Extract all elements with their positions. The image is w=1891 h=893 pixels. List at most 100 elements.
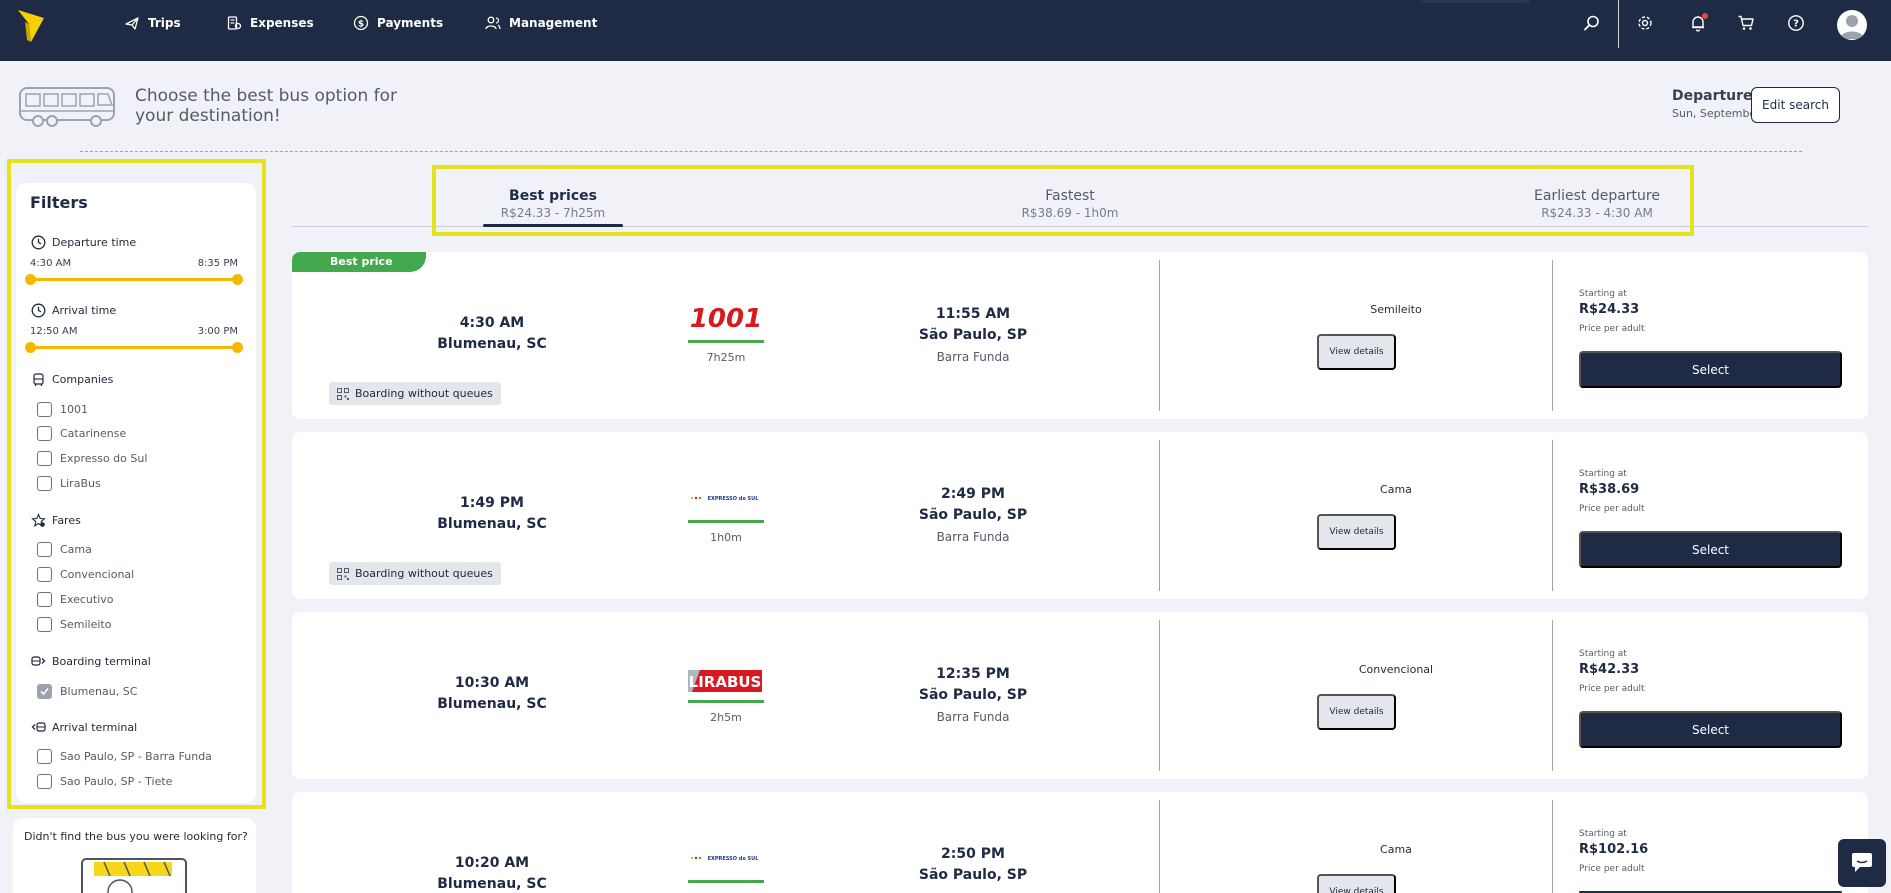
bus-front-illustration-icon — [81, 858, 187, 893]
company-checkbox[interactable] — [37, 401, 52, 417]
nav-trips[interactable]: Trips — [124, 14, 181, 32]
sort-tabs-baseline — [292, 226, 1868, 227]
bus-arrival-icon — [31, 721, 46, 732]
arrival-time-min: 12:50 AM — [30, 326, 78, 337]
departure-date: Sun, September 1 — [1672, 107, 1772, 120]
nav-management-label: Management — [509, 16, 598, 30]
company-checkbox[interactable] — [37, 475, 52, 491]
fare-option-semileito[interactable]: Semileito — [37, 616, 111, 632]
company-logo-text: LIRABUS — [689, 673, 762, 691]
fare-option-cama[interactable]: Cama — [37, 541, 92, 557]
tab-best-prices[interactable]: Best prices R$24.33 - 7h25m — [483, 188, 623, 220]
company-checkbox[interactable] — [37, 450, 52, 466]
arrival-terminal-label: Arrival terminal — [52, 720, 138, 734]
logo-icon[interactable] — [18, 10, 44, 42]
tab-earliest-departure[interactable]: Earliest departure R$24.33 - 4:30 AM — [1512, 188, 1682, 220]
boarding-without-queues-tag: Boarding without queues — [329, 382, 501, 405]
company-option-lirabus[interactable]: LiraBus — [37, 475, 101, 491]
fare-option-executivo[interactable]: Executivo — [37, 591, 114, 607]
fare-option-convencional[interactable]: Convencional — [37, 566, 134, 582]
select-button[interactable]: Select — [1579, 711, 1842, 748]
boarding-checkbox[interactable] — [37, 683, 52, 699]
company-option-catarinense[interactable]: Catarinense — [37, 425, 126, 441]
avatar[interactable] — [1837, 10, 1867, 40]
companies-label: Companies — [52, 372, 114, 386]
fare-checkbox[interactable] — [37, 616, 52, 632]
cart-button[interactable] — [1737, 14, 1755, 32]
dollar-icon: $ — [353, 15, 369, 31]
settings-button[interactable] — [1636, 14, 1654, 32]
fare-checkbox[interactable] — [37, 591, 52, 607]
card-divider — [1552, 620, 1553, 771]
tab-fastest[interactable]: Fastest R$38.69 - 1h0m — [1000, 188, 1140, 220]
departure-city: Blumenau, SC — [437, 516, 547, 532]
nav-expenses[interactable]: Expenses — [226, 14, 314, 32]
arrival-time-slider[interactable] — [30, 346, 238, 349]
boarding-option-label: Blumenau, SC — [60, 684, 138, 698]
help-button[interactable]: ? — [1787, 14, 1805, 32]
fare-checkbox[interactable] — [37, 541, 52, 557]
page-title: Choose the best bus option for your dest… — [135, 86, 398, 126]
plane-icon — [125, 17, 139, 30]
view-details-button[interactable]: View details — [1317, 694, 1396, 730]
trip-card: 10:30 AM Blumenau, SC LIRABUS 2h5m 12:35… — [292, 612, 1868, 779]
user-avatar-icon — [1840, 15, 1864, 39]
view-details-button[interactable]: View details — [1317, 334, 1396, 370]
nav-expenses-label: Expenses — [250, 16, 314, 30]
search-button[interactable] — [1583, 14, 1601, 32]
help-text: Didn't find the bus you were looking for… — [24, 830, 248, 843]
view-details-button[interactable]: View details — [1317, 514, 1396, 550]
departure-slider-max-handle[interactable] — [232, 274, 243, 285]
fare-type: Cama — [1380, 483, 1412, 496]
search-icon — [1584, 15, 1599, 31]
trip-price: R$24.33 — [1579, 302, 1640, 317]
company-option-label: LiraBus — [60, 476, 101, 490]
departure-time: 10:20 AM — [454, 855, 530, 871]
trip-card: 1:49 PM Blumenau, SC EXPRESSO do SUL 1h0… — [292, 432, 1868, 599]
tab-subtitle: R$24.33 - 4:30 AM — [1541, 206, 1653, 220]
notification-dot — [1702, 13, 1708, 19]
help-card — [13, 818, 256, 893]
company-option-expresso-do-sul[interactable]: Expresso do Sul — [37, 450, 147, 466]
arrival-slider-max-handle[interactable] — [232, 342, 243, 353]
select-button[interactable]: Select — [1579, 351, 1842, 388]
bus-departure-icon — [31, 655, 46, 666]
arrival-slider-min-handle[interactable] — [25, 342, 36, 353]
departure-slider-min-handle[interactable] — [25, 274, 36, 285]
boarding-without-queues-tag: Boarding without queues — [329, 562, 501, 585]
departure-time-slider[interactable] — [30, 278, 238, 281]
notifications-button[interactable] — [1689, 13, 1708, 32]
select-button[interactable] — [1579, 891, 1842, 893]
company-option-1001[interactable]: 1001 — [37, 401, 88, 417]
nav-management[interactable]: Management — [485, 14, 597, 32]
departure-time-min: 4:30 AM — [30, 258, 72, 269]
fare-checkbox[interactable] — [37, 566, 52, 582]
trip-card: 10:20 AM Blumenau, SC EXPRESSO do SUL 2:… — [292, 792, 1868, 893]
users-icon — [485, 16, 501, 30]
arrival-city: São Paulo, SP — [918, 687, 1028, 703]
company-option-label: 1001 — [60, 402, 88, 416]
arrival-checkbox[interactable] — [37, 773, 52, 789]
bell-icon — [1692, 16, 1704, 32]
boarding-option-blumenau[interactable]: Blumenau, SC — [37, 683, 137, 699]
arrival-option-tiete[interactable]: Sao Paulo, SP - Tiete — [37, 773, 172, 789]
nav-payments[interactable]: $ Payments — [353, 14, 443, 32]
select-button[interactable]: Select — [1579, 531, 1842, 568]
trip-duration: 7h25m — [706, 351, 746, 364]
chat-button[interactable] — [1838, 839, 1886, 887]
arrival-option-barra-funda[interactable]: Sao Paulo, SP - Barra Funda — [37, 748, 212, 764]
trip-card: Best price 4:30 AM Blumenau, SC 1001 7h2… — [292, 252, 1868, 419]
trip-price: R$38.69 — [1579, 482, 1640, 497]
svg-text:?: ? — [1793, 19, 1799, 30]
departure-time-label: Departure time — [52, 235, 137, 249]
edit-search-button[interactable]: Edit search — [1751, 87, 1840, 123]
arrival-terminal: Barra Funda — [936, 710, 1010, 724]
arrival-checkbox[interactable] — [37, 748, 52, 764]
view-details-button[interactable]: View details — [1317, 874, 1396, 893]
card-divider — [1552, 440, 1553, 591]
trip-duration: 1h0m — [710, 531, 742, 544]
company-checkbox[interactable] — [37, 425, 52, 441]
company-option-label: Expresso do Sul — [60, 451, 148, 465]
duration-bar — [688, 880, 764, 883]
departure-time: 4:30 AM — [459, 315, 525, 331]
